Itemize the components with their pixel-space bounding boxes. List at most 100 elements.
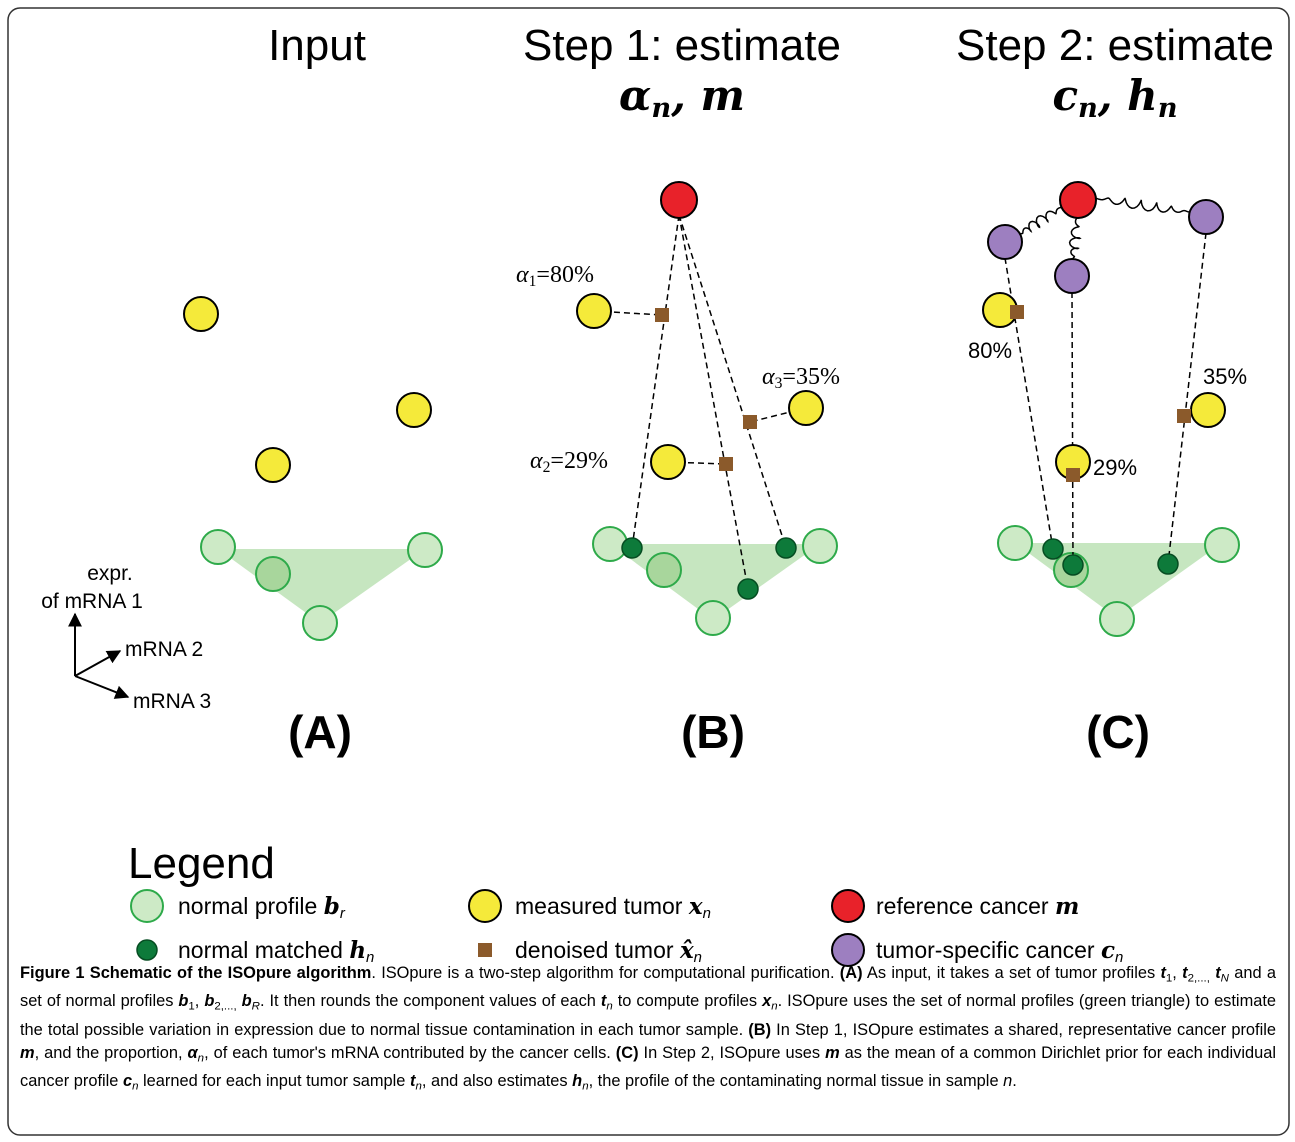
- caption-run: In Step 2, ISOpure uses: [638, 1043, 826, 1062]
- caption-run: 1: [1165, 972, 1173, 985]
- legend-entry: measured tumor xn: [515, 893, 711, 922]
- panel-title: Step 1: estimate: [523, 21, 841, 70]
- panel-label: (A): [288, 706, 352, 758]
- caption-run: . ISOpure uses the set of normal profile…: [20, 992, 1277, 1039]
- text-run: α: [530, 448, 543, 474]
- panel-a: [68, 296, 443, 699]
- text-run: denoised tumor: [515, 937, 680, 963]
- proportion-label: α2=29%: [530, 448, 608, 476]
- spring: [1094, 197, 1190, 214]
- caption-run: b: [241, 992, 252, 1011]
- text-run: r: [340, 905, 346, 922]
- text-run: b: [324, 893, 340, 920]
- text-run: ,: [670, 71, 700, 120]
- caption-run: 2,...,: [214, 1000, 237, 1013]
- text-run: 1: [529, 273, 537, 290]
- text-run: =80%: [536, 262, 594, 288]
- legend-title: Legend: [128, 839, 275, 888]
- caption-run: h: [572, 1072, 583, 1091]
- text-run: α: [619, 71, 651, 120]
- legend-entry: normal profile br: [178, 893, 346, 922]
- caption-run: m: [825, 1043, 840, 1062]
- caption-run: N: [1220, 972, 1229, 985]
- figure-caption: Figure 1 Schematic of the ISOpure algori…: [20, 962, 1276, 1099]
- caption-run: b: [204, 992, 215, 1011]
- text-run: n: [694, 949, 702, 966]
- panel-c: [982, 181, 1240, 637]
- text-run: c: [1052, 71, 1078, 120]
- caption-run: ,: [1172, 964, 1183, 982]
- caption-run: n: [415, 1080, 422, 1093]
- caption-run: n: [582, 1080, 589, 1093]
- caption-run: , and the proportion,: [34, 1043, 188, 1062]
- caption-run: t: [1215, 964, 1221, 982]
- text-run: m: [1055, 893, 1079, 920]
- axis-label: expr.: [87, 562, 133, 585]
- caption-run: Figure 1 Schematic of the ISOpure algori…: [20, 964, 372, 982]
- text-run: n: [703, 905, 711, 922]
- text-run: h: [349, 937, 366, 964]
- caption-run: . It then rounds the component values of…: [259, 992, 601, 1011]
- caption-run: (C): [615, 1043, 639, 1062]
- caption-run: , and also estimates: [421, 1072, 573, 1091]
- caption-run: c: [122, 1072, 133, 1091]
- legend-entry: reference cancer m: [876, 893, 1079, 920]
- caption-run: (B): [748, 1020, 772, 1039]
- text-run: x̂: [679, 937, 694, 964]
- axis-label: mRNA 2: [125, 638, 203, 661]
- caption-run: x: [762, 992, 772, 1011]
- caption-run: n: [197, 1052, 205, 1065]
- panel-math: cn, hn: [1052, 71, 1177, 124]
- proportion-label: 29%: [1093, 455, 1137, 480]
- spring: [1019, 206, 1063, 235]
- caption-run: n: [771, 1000, 778, 1013]
- text-run: 2: [543, 459, 551, 476]
- proportion-label: 80%: [968, 338, 1012, 363]
- caption-run: In Step 1, ISOpure estimates a shared, r…: [771, 1020, 1276, 1039]
- caption-run: b: [178, 992, 189, 1011]
- text-run: α: [762, 364, 775, 390]
- text-run: reference cancer: [876, 893, 1055, 919]
- text-run: x: [688, 893, 703, 920]
- axis-label: of mRNA 1: [41, 590, 143, 613]
- caption-run: to compute profiles: [612, 992, 763, 1011]
- caption-run: , the profile of the contaminating norma…: [588, 1072, 1004, 1091]
- caption-run: 1: [188, 1000, 195, 1013]
- text-run: h: [1127, 71, 1158, 120]
- text-run: n: [366, 949, 374, 966]
- panel-math: αn, m: [619, 71, 745, 124]
- caption-run: m: [20, 1043, 35, 1062]
- caption-run: ,: [194, 992, 205, 1011]
- caption-run: t: [1160, 964, 1166, 982]
- panel-label: (C): [1086, 706, 1150, 758]
- caption-run: t: [1182, 964, 1188, 982]
- text-run: α: [516, 262, 529, 288]
- caption-run: α: [187, 1043, 198, 1062]
- text-run: n: [1078, 92, 1098, 124]
- caption-run: n: [606, 1000, 613, 1013]
- caption-run: As input, it takes a set of tumor profil…: [862, 964, 1161, 982]
- text-run: =29%: [550, 448, 608, 474]
- text-run: 3: [775, 375, 783, 392]
- caption-run: .: [1012, 1072, 1017, 1091]
- spring: [1068, 216, 1082, 260]
- caption-run: n: [132, 1080, 139, 1093]
- legend-entry: denoised tumor x̂n: [515, 937, 702, 966]
- caption-run: . ISOpure is a two-step algorithm for co…: [371, 964, 840, 982]
- caption-run: t: [600, 992, 607, 1011]
- text-run: c: [1101, 937, 1115, 964]
- panel-title: Input: [268, 21, 366, 70]
- text-run: measured tumor: [515, 893, 689, 919]
- caption-run: (A): [839, 964, 863, 982]
- text-run: ,: [1097, 71, 1127, 120]
- proportion-label: α3=35%: [762, 364, 840, 392]
- caption-run: R: [251, 1000, 260, 1013]
- caption-run: 2,...,: [1187, 972, 1210, 985]
- text-run: n: [1158, 92, 1178, 124]
- panel-b: [576, 181, 838, 636]
- axis-label: mRNA 3: [133, 690, 211, 713]
- text-run: m: [700, 71, 744, 120]
- legend-entry: normal matched hn: [178, 937, 374, 966]
